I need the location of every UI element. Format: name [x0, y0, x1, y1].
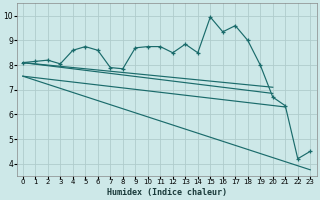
X-axis label: Humidex (Indice chaleur): Humidex (Indice chaleur) — [107, 188, 227, 197]
